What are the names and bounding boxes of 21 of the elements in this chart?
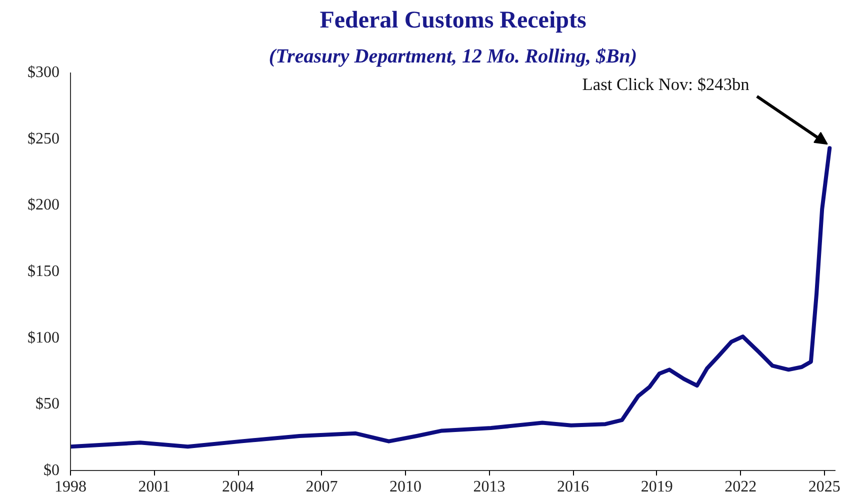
x-tick-label: 2004	[222, 478, 254, 496]
y-tick-label: $0	[44, 462, 60, 479]
x-tick-label: 2007	[306, 478, 338, 496]
x-tick-label: 2010	[390, 478, 422, 496]
x-tick-label: 2025	[808, 478, 840, 496]
x-tick-label: 1998	[54, 478, 86, 496]
x-tick-label: 2001	[138, 478, 170, 496]
x-tick-label: 2016	[557, 478, 590, 496]
y-tick-label: $250	[28, 130, 60, 148]
x-tick-label: 2022	[724, 478, 757, 496]
y-tick-label: $50	[36, 396, 60, 413]
line-series	[70, 146, 832, 449]
x-tick-label: 2013	[473, 478, 506, 496]
chart-title: Federal Customs Receipts	[320, 8, 586, 34]
y-tick-label: $300	[28, 64, 60, 81]
x-tick-label: 2019	[640, 478, 673, 496]
annotation: Last Click Nov: $243bn	[582, 74, 750, 94]
chart-subtitle: (Treasury Department, 12 Mo. Rolling, $Bn)	[268, 46, 638, 68]
y-tick-label: $100	[28, 329, 60, 346]
y-tick-label: $200	[28, 196, 60, 214]
y-tick-label: $150	[28, 263, 60, 280]
